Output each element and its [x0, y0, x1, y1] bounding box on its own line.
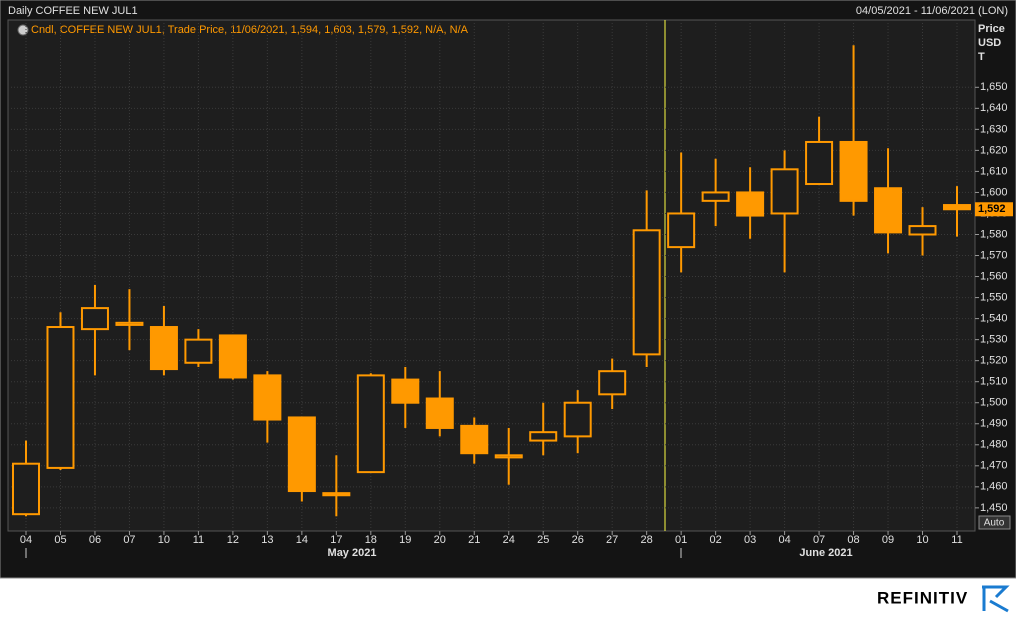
date-range: 04/05/2021 - 11/06/2021 (LON) [856, 5, 1008, 17]
candle-body [12, 462, 40, 516]
candle-body [770, 168, 799, 215]
x-tick-label: 07 [813, 534, 825, 546]
x-tick-label: 02 [710, 534, 722, 546]
x-tick-label: 04 [778, 534, 790, 546]
candle-body [253, 374, 282, 421]
legend: Cndl, COFFEE NEW JUL1, Trade Price, 11/0… [31, 24, 469, 36]
x-tick-label: 24 [503, 534, 515, 546]
y-tick-label: 1,550 [980, 291, 1008, 303]
last-price-box [975, 202, 1013, 217]
x-tick-label: 01 [675, 534, 687, 546]
x-tick-label: 26 [572, 534, 584, 546]
x-tick-label: 05 [54, 534, 66, 546]
x-tick-label: 09 [882, 534, 894, 546]
candle-body [529, 431, 558, 442]
y-tick-label: 1,540 [980, 313, 1008, 325]
auto-button[interactable] [978, 515, 1011, 530]
y-tick-label: 1,570 [980, 249, 1008, 261]
y-tick-label: 1,490 [980, 418, 1008, 430]
candle-body [218, 334, 247, 379]
y-tick-label: 1,620 [980, 144, 1008, 156]
candle-body [632, 229, 661, 356]
candle-body [46, 326, 75, 469]
axis-unit: T [978, 51, 985, 63]
candle-body [322, 492, 351, 497]
x-tick-label: 10 [158, 534, 170, 546]
candle-body [425, 397, 454, 429]
candle-body [667, 212, 696, 249]
brand-logo [982, 585, 1010, 613]
candle-body [356, 374, 385, 474]
x-tick-label: 14 [296, 534, 308, 546]
candle-body [943, 204, 971, 211]
candle-body [391, 378, 420, 404]
candle-body [908, 225, 937, 236]
candle-body [149, 326, 178, 371]
x-tick-label: 27 [606, 534, 618, 546]
chart-title: Daily COFFEE NEW JUL1 [8, 5, 138, 17]
x-tick-label: 20 [434, 534, 446, 546]
candle-body [287, 416, 316, 493]
x-tick-label: 25 [537, 534, 549, 546]
x-tick-label: 18 [365, 534, 377, 546]
candle-body [736, 191, 765, 217]
last-price-label: 1,592 [978, 203, 1006, 215]
y-tick-label: 1,460 [980, 481, 1008, 493]
y-tick-label: 1,480 [980, 439, 1008, 451]
y-tick-label: 1,630 [980, 123, 1008, 135]
candle-body [839, 140, 868, 202]
x-tick-label: 11 [951, 534, 962, 546]
candle-body [494, 454, 523, 459]
x-tick-label: 03 [744, 534, 756, 546]
candle-body [805, 140, 834, 186]
candle-body [874, 187, 903, 234]
axis-unit: USD [978, 37, 1001, 49]
x-tick-label: 06 [89, 534, 101, 546]
plot-area [7, 19, 976, 532]
candle-body [460, 424, 489, 455]
x-tick-label: 07 [123, 534, 135, 546]
x-tick-label: 12 [227, 534, 239, 546]
candle-body [80, 307, 109, 331]
x-tick-label: 17 [330, 534, 342, 546]
x-tick-label: 13 [261, 534, 273, 546]
y-tick-label: 1,650 [980, 81, 1008, 93]
month-label: May 2021 [328, 547, 377, 559]
y-tick-label: 1,640 [980, 102, 1008, 114]
y-tick-label: 1,500 [980, 397, 1008, 409]
y-tick-label: 1,450 [980, 502, 1008, 514]
y-tick-label: 1,530 [980, 334, 1008, 346]
candle-body [563, 401, 592, 438]
x-tick-label: 21 [468, 534, 480, 546]
x-tick-label: 10 [916, 534, 928, 546]
x-tick-label: 19 [399, 534, 411, 546]
y-tick-label: 1,520 [980, 355, 1008, 367]
y-tick-label: 1,470 [980, 460, 1008, 472]
month-label: June 2021 [799, 547, 852, 559]
candle-body [115, 321, 144, 326]
candle-body [701, 191, 730, 202]
brand: REFINITIV [877, 588, 968, 607]
auto-label[interactable]: Auto [984, 518, 1005, 529]
x-tick-label: 28 [641, 534, 653, 546]
x-tick-label: 04 [20, 534, 32, 546]
x-tick-label: 08 [847, 534, 859, 546]
y-tick-label: 1,560 [980, 270, 1008, 282]
axis-unit: Price [978, 23, 1005, 35]
candle-body [184, 338, 213, 364]
y-tick-label: 1,580 [980, 228, 1008, 240]
y-tick-label: 1,610 [980, 165, 1008, 177]
y-tick-label: 1,510 [980, 376, 1008, 388]
x-tick-label: 11 [193, 534, 204, 546]
candle-body [598, 370, 627, 396]
y-tick-label: 1,600 [980, 186, 1008, 198]
